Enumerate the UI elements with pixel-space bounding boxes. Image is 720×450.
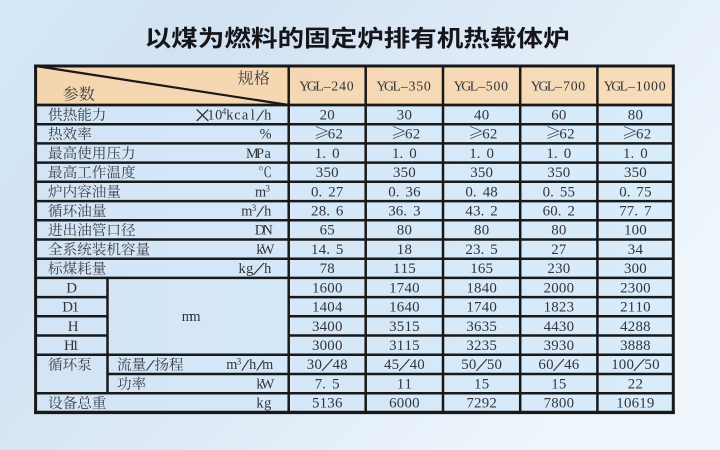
svg-text:300: 300 <box>624 261 647 277</box>
svg-text:14.5: 14.5 <box>311 242 343 258</box>
svg-text:3400: 3400 <box>312 319 342 335</box>
svg-text:h: h <box>264 204 271 220</box>
svg-text:62: 62 <box>405 127 420 143</box>
svg-text:0.27: 0.27 <box>311 184 344 200</box>
svg-text:80: 80 <box>397 223 412 239</box>
svg-text:62: 62 <box>636 127 651 143</box>
svg-text:7800: 7800 <box>544 396 574 412</box>
svg-text:2000: 2000 <box>544 280 574 296</box>
svg-text:D: D <box>66 280 77 296</box>
svg-text:%: % <box>260 127 272 143</box>
svg-text:80: 80 <box>551 223 566 239</box>
svg-text:65: 65 <box>320 223 335 239</box>
svg-text:3930: 3930 <box>544 338 574 354</box>
svg-text:30: 30 <box>397 108 412 124</box>
svg-text:62: 62 <box>328 127 343 143</box>
svg-text:350: 350 <box>393 165 416 181</box>
svg-text:15: 15 <box>551 376 566 392</box>
svg-text:350: 350 <box>624 165 647 181</box>
svg-text:62: 62 <box>482 127 497 143</box>
svg-text:YGL–1000: YGL–1000 <box>604 78 666 93</box>
svg-text:80: 80 <box>628 108 643 124</box>
svg-text:62: 62 <box>559 127 574 143</box>
svg-text:3635: 3635 <box>466 319 496 335</box>
svg-text:100: 100 <box>624 223 647 239</box>
svg-text:20: 20 <box>320 108 335 124</box>
svg-text:115: 115 <box>393 261 416 277</box>
svg-text:15: 15 <box>474 376 489 392</box>
svg-text:MPa: MPa <box>246 146 272 162</box>
svg-text:165: 165 <box>470 261 493 277</box>
svg-text:350: 350 <box>547 165 570 181</box>
svg-text:3515: 3515 <box>389 319 419 335</box>
svg-text:10619: 10619 <box>616 396 654 412</box>
svg-text:m: m <box>241 204 252 220</box>
svg-text:kW: kW <box>256 376 275 392</box>
svg-text:4: 4 <box>222 107 227 117</box>
svg-text:3: 3 <box>237 357 242 367</box>
svg-text:22: 22 <box>628 376 643 392</box>
svg-text:YGL–350: YGL–350 <box>376 78 431 93</box>
svg-text:3888: 3888 <box>620 338 650 354</box>
svg-text:4430: 4430 <box>544 319 574 335</box>
svg-text:78: 78 <box>320 261 335 277</box>
svg-text:2300: 2300 <box>620 280 650 296</box>
svg-text:27: 27 <box>551 242 567 258</box>
svg-text:3115: 3115 <box>389 338 419 354</box>
svg-text:2110: 2110 <box>620 300 650 316</box>
svg-text:1740: 1740 <box>389 280 419 296</box>
svg-text:1823: 1823 <box>544 300 574 316</box>
svg-text:60.2: 60.2 <box>543 204 575 220</box>
svg-text:mm: mm <box>182 309 201 325</box>
svg-text:m: m <box>226 357 237 373</box>
svg-text:1840: 1840 <box>466 280 496 296</box>
svg-text:7292: 7292 <box>466 396 496 412</box>
svg-text:350: 350 <box>316 165 339 181</box>
svg-text:1600: 1600 <box>312 280 342 296</box>
svg-text:3000: 3000 <box>312 338 342 354</box>
svg-text:hm: hm <box>249 357 273 373</box>
svg-text:3235: 3235 <box>466 338 496 354</box>
svg-text:23.5: 23.5 <box>465 242 497 258</box>
svg-text:D1: D1 <box>62 300 79 316</box>
svg-text:230: 230 <box>547 261 570 277</box>
svg-text:34: 34 <box>628 242 644 258</box>
svg-text:350: 350 <box>470 165 493 181</box>
svg-text:1640: 1640 <box>389 300 419 316</box>
svg-text:1404: 1404 <box>312 300 343 316</box>
svg-text:H1: H1 <box>64 338 79 354</box>
svg-text:YGL–500: YGL–500 <box>454 78 509 93</box>
svg-text:18: 18 <box>397 242 412 258</box>
svg-text:H: H <box>68 319 79 335</box>
svg-text:10: 10 <box>207 108 222 124</box>
svg-text:YGL–700: YGL–700 <box>531 78 586 93</box>
svg-text:36.3: 36.3 <box>388 204 420 220</box>
svg-text:kW: kW <box>256 242 275 258</box>
svg-text:m: m <box>255 184 266 200</box>
svg-text:4288: 4288 <box>620 319 650 335</box>
svg-text:28.6: 28.6 <box>311 204 343 220</box>
svg-text:11: 11 <box>397 376 412 392</box>
svg-text:5136: 5136 <box>312 396 342 412</box>
svg-text:43.2: 43.2 <box>465 204 497 220</box>
svg-text:YGL–240: YGL–240 <box>299 78 354 93</box>
svg-text:kg: kg <box>256 396 271 412</box>
svg-text:77.7: 77.7 <box>619 204 652 220</box>
svg-text:DN: DN <box>255 223 273 239</box>
svg-text:6000: 6000 <box>389 396 419 412</box>
svg-text:3: 3 <box>265 184 270 194</box>
svg-text:80: 80 <box>474 223 489 239</box>
svg-text:1740: 1740 <box>466 300 496 316</box>
svg-text:40: 40 <box>474 108 489 124</box>
svg-text:60: 60 <box>551 108 566 124</box>
svg-text:3: 3 <box>252 203 257 213</box>
